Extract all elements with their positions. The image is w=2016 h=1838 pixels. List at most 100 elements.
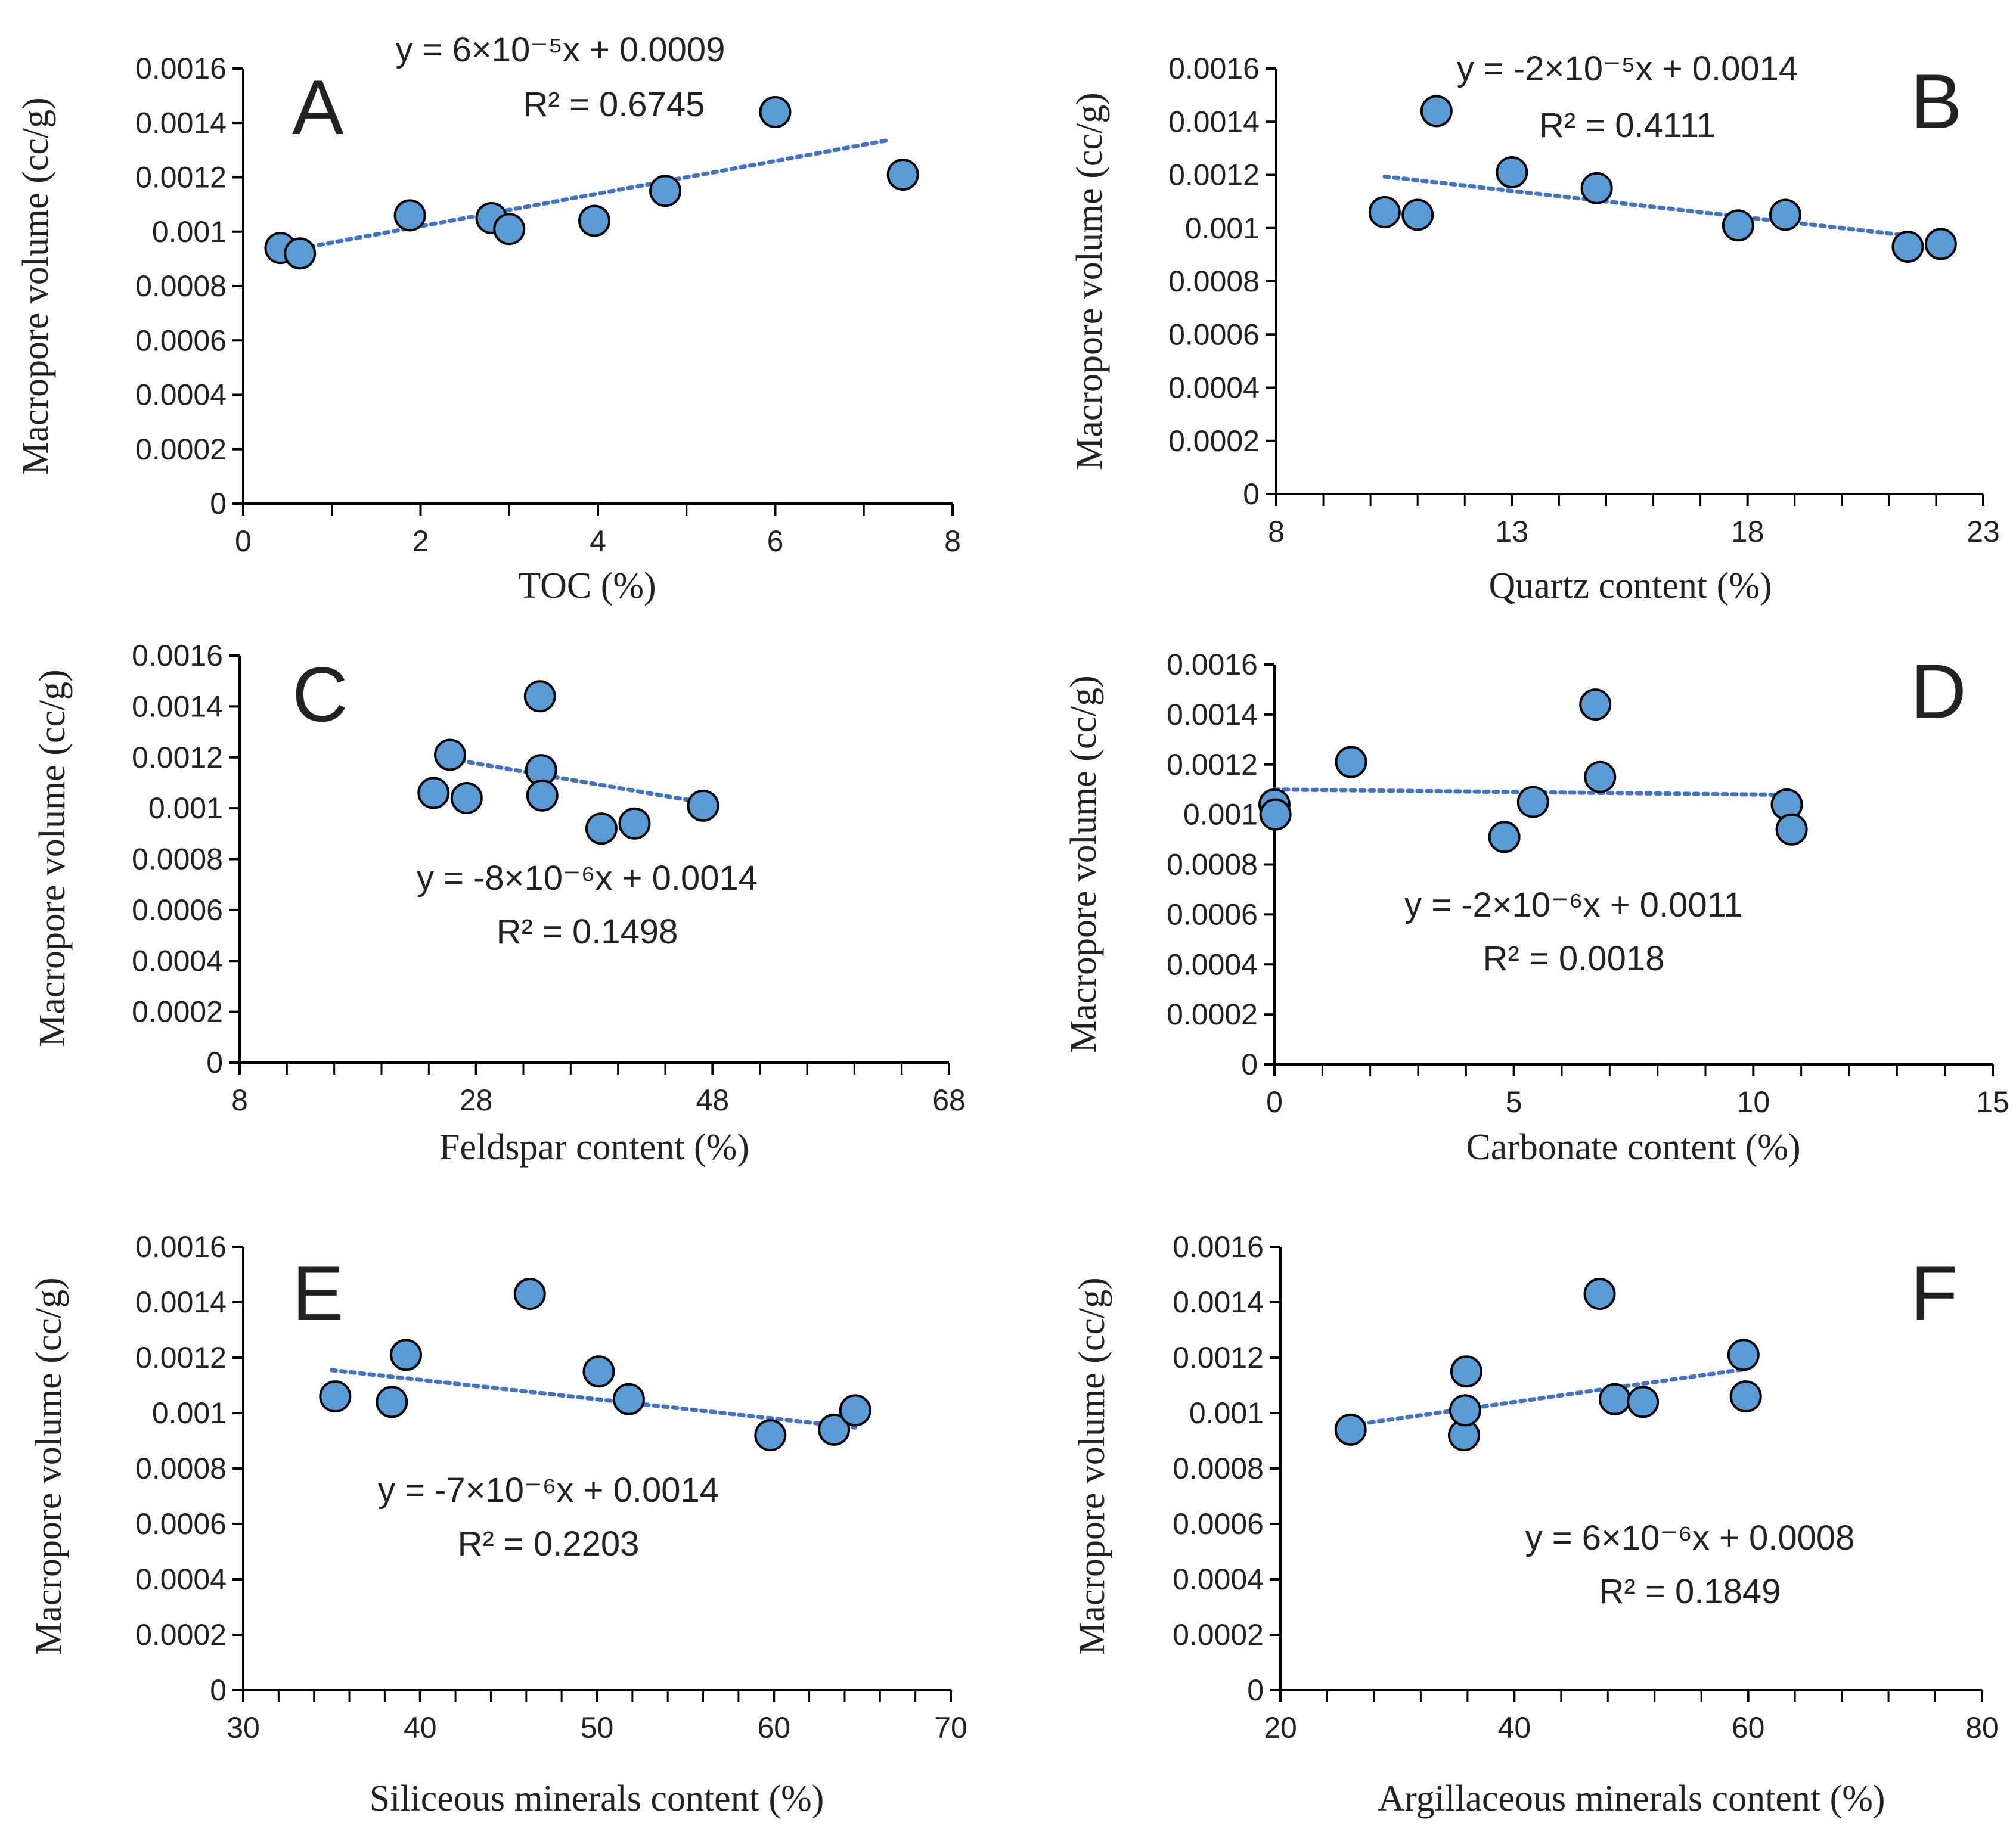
r-squared: R² = 0.1849 xyxy=(1599,1572,1781,1611)
y-tick-label: 0.001 xyxy=(1183,798,1258,831)
x-tick-label: 80 xyxy=(1965,1711,1999,1744)
data-point xyxy=(582,1355,615,1388)
panel-letter: D xyxy=(1910,648,1967,735)
data-point xyxy=(1627,1386,1660,1418)
data-point xyxy=(1775,813,1808,846)
y-tick-label: 0.0004 xyxy=(135,1563,227,1596)
x-tick-label: 23 xyxy=(1967,515,2000,548)
data-point xyxy=(526,779,559,812)
y-axis-title: Macropore volume (cc/g) xyxy=(1072,1277,1112,1655)
data-point xyxy=(493,213,526,246)
y-tick-label: 0.0012 xyxy=(1168,159,1260,192)
y-tick-label: 0.0004 xyxy=(132,944,223,977)
x-tick-label: 20 xyxy=(1264,1711,1297,1744)
data-point xyxy=(754,1419,787,1452)
data-point xyxy=(284,237,317,270)
y-tick-label: 0.001 xyxy=(148,791,223,825)
y-tick-label: 0.0016 xyxy=(1168,52,1260,85)
r-squared: R² = 0.4111 xyxy=(1539,106,1716,145)
data-point xyxy=(1769,198,1801,231)
data-point xyxy=(417,777,450,809)
x-tick-label: 13 xyxy=(1496,515,1529,548)
r-squared: R² = 0.1498 xyxy=(497,912,678,951)
y-tick-label: 0.0002 xyxy=(1168,424,1260,458)
data-point xyxy=(839,1394,871,1427)
x-tick-label: 50 xyxy=(581,1711,614,1744)
data-point xyxy=(759,96,792,128)
y-tick-label: 0.0002 xyxy=(1167,998,1258,1031)
data-point xyxy=(1584,760,1617,793)
y-tick-label: 0.0002 xyxy=(135,433,227,466)
data-point xyxy=(1583,1278,1616,1311)
trendline xyxy=(448,756,705,805)
x-axis-title: Siliceous minerals content (%) xyxy=(370,1778,824,1819)
trend-equation: y = -8×10⁻⁶x + 0.0014 xyxy=(417,859,758,898)
panel-c: 0 0.0002 0.0004 0.0006 0.0008 0.001 0.0012 0.00… xyxy=(32,639,966,1168)
y-tick-label: 0.0004 xyxy=(1168,371,1260,405)
x-tick-label: 70 xyxy=(934,1711,967,1744)
y-tick-label: 0.0016 xyxy=(135,52,227,85)
y-tick-label: 0.0014 xyxy=(135,106,227,139)
x-tick-label: 18 xyxy=(1731,515,1764,548)
y-tick-label: 0.0004 xyxy=(1173,1563,1264,1596)
y-tick-label: 0 xyxy=(1243,477,1260,511)
panel-letter: A xyxy=(292,64,344,151)
y-tick-label: 0.0004 xyxy=(135,378,227,412)
y-tick-label: 0.001 xyxy=(152,215,227,249)
y-tick-label: 0.0008 xyxy=(132,843,223,876)
y-tick-label: 0.0006 xyxy=(135,1507,227,1541)
y-tick-label: 0.0012 xyxy=(132,741,223,774)
y-tick-label: 0.0006 xyxy=(135,324,227,357)
panel-e: 0 0.0002 0.0004 0.0006 0.0008 0.001 0.0012 0.00… xyxy=(29,1230,967,1819)
data-point xyxy=(578,204,611,237)
data-point xyxy=(1450,1355,1482,1388)
y-tick-label: 0.0006 xyxy=(1173,1507,1264,1541)
x-tick-label: 6 xyxy=(767,524,784,558)
data-point xyxy=(1580,172,1613,204)
x-tick-label: 10 xyxy=(1737,1085,1770,1119)
data-point xyxy=(393,199,426,232)
data-point xyxy=(687,789,719,822)
data-point xyxy=(1420,95,1453,128)
y-tick-label: 0.0002 xyxy=(132,995,223,1029)
x-axis-title: TOC (%) xyxy=(518,566,656,606)
y-tick-label: 0.0006 xyxy=(132,893,223,927)
x-tick-label: 40 xyxy=(404,1711,437,1744)
y-tick-label: 0.0008 xyxy=(1173,1452,1264,1485)
x-tick-label: 2 xyxy=(412,524,429,558)
x-tick-label: 60 xyxy=(1732,1711,1765,1744)
data-point xyxy=(585,812,618,845)
x-tick-label: 0 xyxy=(235,524,252,558)
trend-equation: y = -2×10⁻⁶x + 0.0011 xyxy=(1404,886,1743,924)
x-tick-label: 8 xyxy=(944,524,961,558)
x-tick-label: 15 xyxy=(1976,1085,2009,1119)
panel-b: 0 0.0002 0.0004 0.0006 0.0008 0.001 0.0012 0.00… xyxy=(1069,49,2000,606)
data-point xyxy=(390,1339,423,1371)
y-tick-label: 0 xyxy=(206,1046,223,1079)
data-point xyxy=(1334,1413,1367,1446)
x-tick-label: 8 xyxy=(231,1083,248,1117)
data-point xyxy=(1488,821,1521,853)
y-tick-label: 0.0016 xyxy=(132,639,223,672)
trendline xyxy=(297,138,893,251)
y-tick-label: 0.0008 xyxy=(1167,848,1258,881)
y-tick-label: 0.0004 xyxy=(1167,948,1258,981)
panel-letter: B xyxy=(1910,58,1962,145)
y-tick-label: 0.0014 xyxy=(1173,1286,1264,1319)
data-point xyxy=(376,1386,408,1418)
data-point xyxy=(886,158,919,191)
y-tick-label: 0.0012 xyxy=(135,161,227,194)
data-point xyxy=(818,1413,851,1446)
y-tick-label: 0.001 xyxy=(1185,212,1260,245)
data-point xyxy=(523,680,556,713)
data-point xyxy=(450,782,483,815)
trend-equation: y = 6×10⁻⁶x + 0.0008 xyxy=(1525,1519,1855,1557)
y-tick-label: 0.0006 xyxy=(1168,318,1260,351)
x-tick-label: 0 xyxy=(1266,1085,1283,1119)
x-axis-title: Feldspar content (%) xyxy=(439,1127,749,1168)
y-tick-label: 0.0012 xyxy=(1167,748,1258,781)
y-tick-label: 0.0016 xyxy=(135,1230,227,1263)
data-point xyxy=(1579,688,1612,721)
data-point xyxy=(1729,1380,1762,1413)
x-tick-label: 8 xyxy=(1268,515,1285,548)
